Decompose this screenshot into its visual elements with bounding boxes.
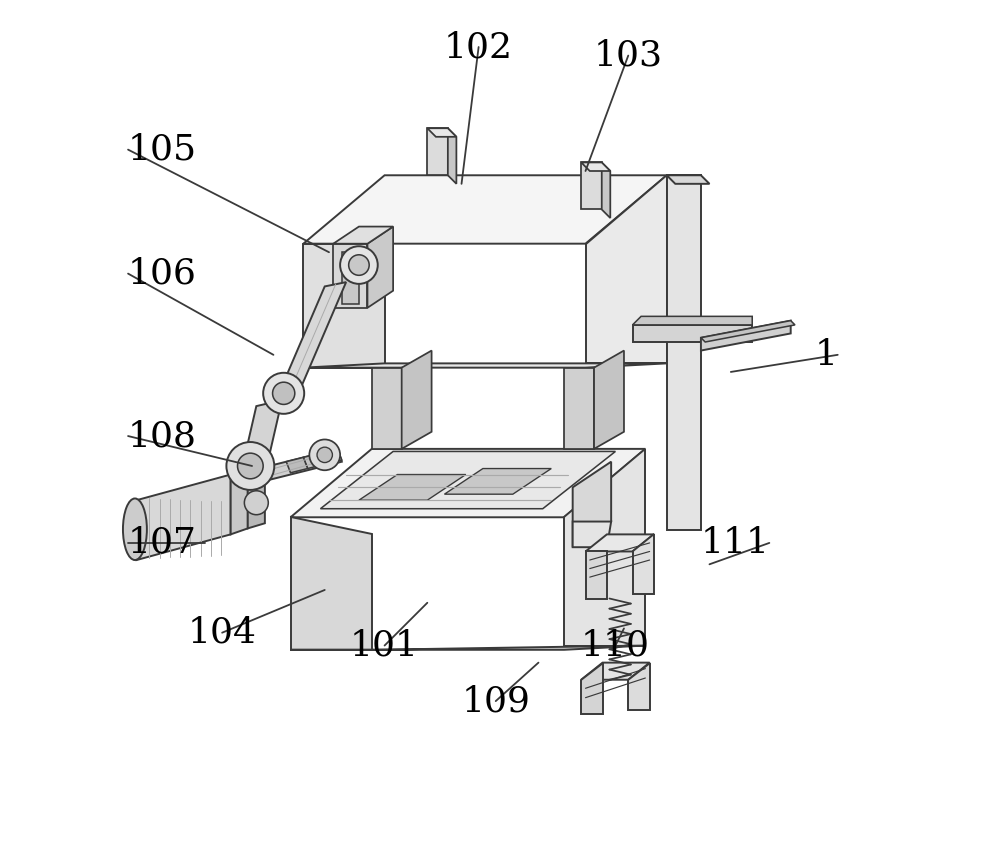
Polygon shape	[273, 282, 346, 406]
Text: 111: 111	[700, 526, 769, 560]
Circle shape	[273, 382, 295, 404]
Text: 106: 106	[128, 256, 197, 291]
Polygon shape	[586, 534, 654, 551]
Polygon shape	[303, 244, 385, 368]
Polygon shape	[448, 128, 456, 184]
Polygon shape	[231, 475, 248, 534]
Text: 108: 108	[128, 419, 197, 453]
Polygon shape	[402, 351, 432, 449]
Polygon shape	[581, 162, 610, 171]
Polygon shape	[581, 663, 603, 714]
Polygon shape	[137, 475, 231, 560]
Circle shape	[238, 453, 263, 479]
Text: 103: 103	[594, 38, 663, 73]
Circle shape	[263, 373, 304, 414]
Polygon shape	[342, 252, 359, 304]
Polygon shape	[564, 449, 645, 646]
Polygon shape	[359, 475, 466, 500]
Polygon shape	[303, 175, 667, 244]
Text: 104: 104	[188, 616, 257, 650]
Polygon shape	[573, 522, 611, 547]
Polygon shape	[303, 363, 667, 368]
Polygon shape	[564, 368, 594, 449]
Polygon shape	[303, 449, 342, 469]
Text: 1: 1	[815, 338, 838, 372]
Polygon shape	[372, 368, 402, 449]
Polygon shape	[581, 663, 650, 680]
Circle shape	[226, 442, 274, 490]
Polygon shape	[586, 175, 667, 363]
Text: 102: 102	[444, 30, 513, 64]
Circle shape	[309, 439, 340, 470]
Polygon shape	[701, 321, 791, 351]
Circle shape	[340, 246, 378, 284]
Text: 109: 109	[461, 684, 530, 718]
Circle shape	[317, 447, 332, 463]
Polygon shape	[333, 227, 393, 244]
Polygon shape	[239, 400, 282, 481]
Polygon shape	[367, 227, 393, 308]
Polygon shape	[628, 663, 650, 710]
Polygon shape	[427, 128, 448, 175]
Text: 107: 107	[128, 526, 197, 560]
Polygon shape	[444, 469, 551, 494]
Polygon shape	[291, 646, 645, 650]
Polygon shape	[701, 321, 795, 342]
Polygon shape	[594, 351, 624, 449]
Polygon shape	[586, 551, 607, 598]
Polygon shape	[667, 175, 709, 184]
Polygon shape	[633, 325, 752, 342]
Polygon shape	[573, 462, 611, 547]
Polygon shape	[667, 175, 701, 530]
Circle shape	[244, 491, 268, 515]
Ellipse shape	[123, 498, 147, 560]
Polygon shape	[633, 316, 752, 325]
Polygon shape	[602, 162, 610, 218]
Polygon shape	[427, 128, 456, 137]
Polygon shape	[235, 449, 342, 487]
Text: 105: 105	[128, 133, 197, 167]
Polygon shape	[248, 475, 265, 528]
Circle shape	[349, 255, 369, 275]
Polygon shape	[581, 162, 602, 209]
Polygon shape	[320, 451, 615, 509]
Polygon shape	[333, 244, 367, 308]
Text: 110: 110	[581, 628, 650, 663]
Polygon shape	[291, 449, 645, 517]
Polygon shape	[291, 517, 372, 650]
Polygon shape	[286, 457, 308, 473]
Polygon shape	[633, 534, 654, 594]
Text: 101: 101	[350, 628, 419, 663]
